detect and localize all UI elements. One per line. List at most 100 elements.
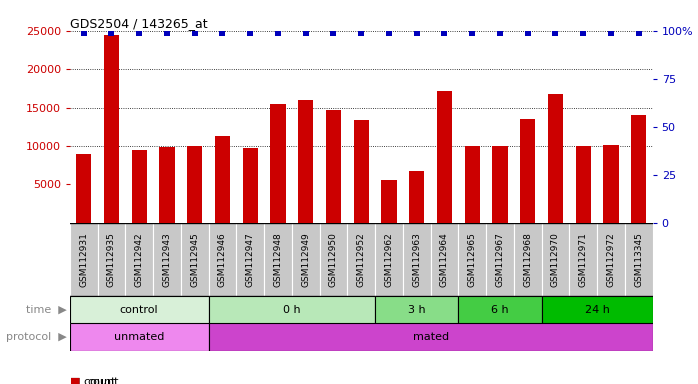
Text: unmated: unmated bbox=[114, 332, 164, 342]
Bar bbox=[181, 223, 209, 296]
Bar bbox=[187, 146, 202, 223]
Point bbox=[328, 30, 339, 36]
Point bbox=[244, 30, 255, 36]
Bar bbox=[437, 91, 452, 223]
Text: mated: mated bbox=[413, 332, 449, 342]
Bar bbox=[243, 148, 258, 223]
Bar bbox=[631, 115, 646, 223]
Bar bbox=[209, 296, 375, 323]
Bar bbox=[409, 171, 424, 223]
Text: time  ▶: time ▶ bbox=[26, 305, 66, 314]
Text: GSM112947: GSM112947 bbox=[246, 232, 255, 286]
Text: GSM112952: GSM112952 bbox=[357, 232, 366, 286]
Bar bbox=[459, 296, 542, 323]
Point bbox=[133, 30, 144, 36]
Bar bbox=[237, 223, 264, 296]
Bar bbox=[431, 223, 459, 296]
Point bbox=[78, 30, 89, 36]
Text: GSM112949: GSM112949 bbox=[302, 232, 310, 286]
Text: ■: ■ bbox=[70, 377, 80, 384]
Bar bbox=[298, 100, 313, 223]
Text: GSM112942: GSM112942 bbox=[135, 232, 144, 286]
Point bbox=[411, 30, 422, 36]
Bar bbox=[70, 323, 209, 351]
Text: GSM112967: GSM112967 bbox=[496, 232, 505, 286]
Bar bbox=[76, 154, 91, 223]
Text: GSM112968: GSM112968 bbox=[524, 232, 533, 286]
Bar bbox=[104, 35, 119, 223]
Bar bbox=[153, 223, 181, 296]
Point bbox=[217, 30, 228, 36]
Bar bbox=[270, 104, 285, 223]
Bar bbox=[348, 223, 375, 296]
Bar bbox=[597, 223, 625, 296]
Bar bbox=[520, 119, 535, 223]
Bar bbox=[292, 223, 320, 296]
Text: control: control bbox=[120, 305, 158, 314]
Text: 24 h: 24 h bbox=[585, 305, 609, 314]
Point bbox=[300, 30, 311, 36]
Point bbox=[356, 30, 367, 36]
Bar bbox=[570, 223, 597, 296]
Bar bbox=[625, 223, 653, 296]
Bar bbox=[209, 223, 237, 296]
Bar bbox=[548, 94, 563, 223]
Text: GSM112950: GSM112950 bbox=[329, 232, 338, 286]
Text: GSM112948: GSM112948 bbox=[274, 232, 283, 286]
Bar bbox=[70, 296, 209, 323]
Bar bbox=[381, 180, 396, 223]
Bar bbox=[159, 147, 174, 223]
Text: GSM112946: GSM112946 bbox=[218, 232, 227, 286]
Bar bbox=[264, 223, 292, 296]
Text: ■ count: ■ count bbox=[70, 377, 115, 384]
Bar bbox=[326, 110, 341, 223]
Bar bbox=[603, 145, 618, 223]
Bar bbox=[486, 223, 514, 296]
Text: GSM112943: GSM112943 bbox=[163, 232, 172, 286]
Text: GSM112931: GSM112931 bbox=[79, 232, 88, 286]
Point bbox=[494, 30, 505, 36]
Bar bbox=[375, 296, 459, 323]
Bar bbox=[354, 120, 369, 223]
Point bbox=[383, 30, 394, 36]
Text: protocol  ▶: protocol ▶ bbox=[6, 332, 66, 342]
Bar bbox=[514, 223, 542, 296]
Point bbox=[106, 30, 117, 36]
Text: GSM112963: GSM112963 bbox=[413, 232, 421, 286]
Point bbox=[272, 30, 283, 36]
Point bbox=[467, 30, 478, 36]
Bar bbox=[459, 223, 486, 296]
Bar bbox=[542, 296, 653, 323]
Bar bbox=[98, 223, 126, 296]
Text: GSM112971: GSM112971 bbox=[579, 232, 588, 286]
Text: 0 h: 0 h bbox=[283, 305, 301, 314]
Bar bbox=[209, 323, 653, 351]
Text: count: count bbox=[87, 377, 119, 384]
Point bbox=[605, 30, 616, 36]
Point bbox=[578, 30, 589, 36]
Point bbox=[189, 30, 200, 36]
Bar bbox=[465, 146, 480, 223]
Text: GDS2504 / 143265_at: GDS2504 / 143265_at bbox=[70, 17, 207, 30]
Text: GSM112972: GSM112972 bbox=[607, 232, 616, 286]
Point bbox=[633, 30, 644, 36]
Text: GSM112935: GSM112935 bbox=[107, 232, 116, 286]
Bar bbox=[215, 136, 230, 223]
Bar bbox=[70, 223, 98, 296]
Point bbox=[522, 30, 533, 36]
Bar bbox=[375, 223, 403, 296]
Point bbox=[161, 30, 172, 36]
Bar bbox=[131, 150, 147, 223]
Bar bbox=[126, 223, 153, 296]
Text: GSM112962: GSM112962 bbox=[385, 232, 394, 286]
Text: 3 h: 3 h bbox=[408, 305, 426, 314]
Text: GSM112970: GSM112970 bbox=[551, 232, 560, 286]
Bar bbox=[320, 223, 348, 296]
Text: 6 h: 6 h bbox=[491, 305, 509, 314]
Point bbox=[550, 30, 561, 36]
Text: GSM112964: GSM112964 bbox=[440, 232, 449, 286]
Point bbox=[439, 30, 450, 36]
Text: GSM112945: GSM112945 bbox=[190, 232, 199, 286]
Bar bbox=[542, 223, 570, 296]
Text: GSM113345: GSM113345 bbox=[634, 232, 644, 286]
